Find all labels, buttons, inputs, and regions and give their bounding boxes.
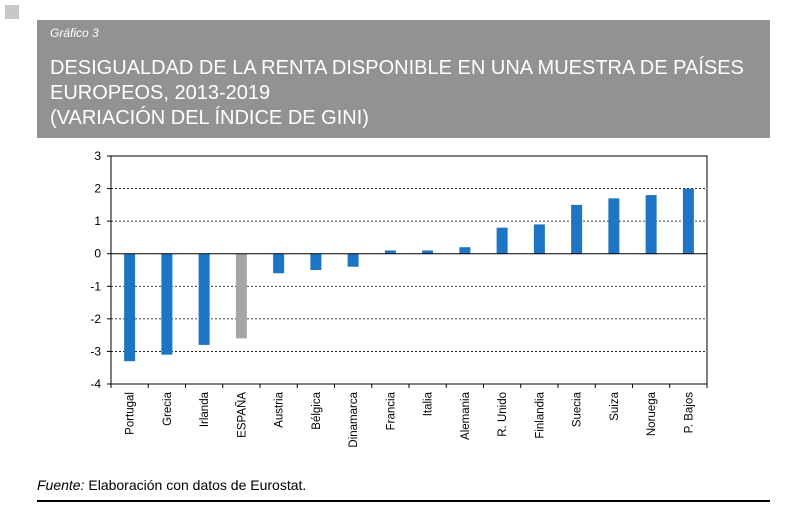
bar bbox=[459, 247, 471, 254]
bar bbox=[682, 188, 694, 254]
x-category-label: Suecia bbox=[572, 391, 584, 427]
bar bbox=[161, 253, 173, 355]
bar bbox=[235, 253, 247, 339]
x-category-label: Dinamarca bbox=[348, 391, 360, 447]
x-category-label: Bélgica bbox=[311, 391, 323, 429]
bar bbox=[310, 253, 322, 270]
y-tick-label: -2 bbox=[90, 312, 101, 326]
corner-marker bbox=[5, 5, 19, 19]
bottom-rule bbox=[37, 500, 770, 502]
x-category-label: Irlanda bbox=[199, 391, 211, 427]
bar bbox=[496, 227, 508, 254]
x-category-label: P. Bajos bbox=[683, 392, 695, 434]
bar bbox=[347, 253, 359, 267]
figure-label: Gráfico 3 bbox=[50, 26, 99, 40]
y-tick-label: 3 bbox=[94, 149, 101, 163]
x-category-label: Austria bbox=[274, 391, 286, 427]
chart-header: Gráfico 3 DESIGUALDAD DE LA RENTA DISPON… bbox=[37, 20, 770, 138]
bar bbox=[198, 253, 210, 345]
source-note: Fuente: Elaboración con datos de Eurosta… bbox=[37, 477, 306, 493]
bar bbox=[384, 250, 396, 254]
x-category-label: Grecia bbox=[162, 391, 174, 425]
x-category-label: Suiza bbox=[609, 391, 621, 420]
chart-title-line-3: (VARIACIÓN DEL ÍNDICE DE GINI) bbox=[50, 107, 369, 129]
source-label: Fuente: bbox=[37, 477, 85, 493]
bar bbox=[273, 253, 285, 274]
y-tick-label: 1 bbox=[94, 214, 101, 228]
y-tick-label: -4 bbox=[90, 377, 101, 391]
y-tick-label: 0 bbox=[94, 247, 101, 261]
y-tick-label: 2 bbox=[94, 182, 101, 196]
x-category-label: Italia bbox=[423, 391, 435, 416]
bar bbox=[608, 198, 620, 254]
x-category-label: Noruega bbox=[646, 391, 658, 436]
x-category-label: Finlandia bbox=[534, 391, 546, 438]
source-text: Elaboración con datos de Eurostat. bbox=[84, 477, 307, 493]
bar bbox=[124, 253, 136, 362]
chart-title-line-2: EUROPEOS, 2013-2019 bbox=[50, 82, 271, 104]
x-category-label: Portugal bbox=[125, 392, 137, 435]
y-tick-label: -3 bbox=[90, 344, 101, 358]
bar bbox=[422, 250, 434, 254]
bar bbox=[645, 195, 657, 254]
x-category-label: R. Unido bbox=[497, 392, 509, 437]
chart-title-line-1: DESIGUALDAD DE LA RENTA DISPONIBLE EN UN… bbox=[50, 57, 744, 79]
x-category-label: ESPAÑA bbox=[235, 392, 248, 438]
x-category-label: Alemania bbox=[460, 391, 472, 440]
y-tick-label: -1 bbox=[90, 279, 101, 293]
bar bbox=[571, 204, 583, 254]
bar bbox=[533, 224, 545, 254]
bar-chart: 3 2 1 0 -1 -2 -3 -4 Portugal Grecia Irlanda ESPAÑA A… bbox=[90, 149, 708, 448]
x-category-label: Francia bbox=[385, 391, 397, 430]
chart-title: DESIGUALDAD DE LA RENTA DISPONIBLE EN UN… bbox=[50, 56, 760, 131]
